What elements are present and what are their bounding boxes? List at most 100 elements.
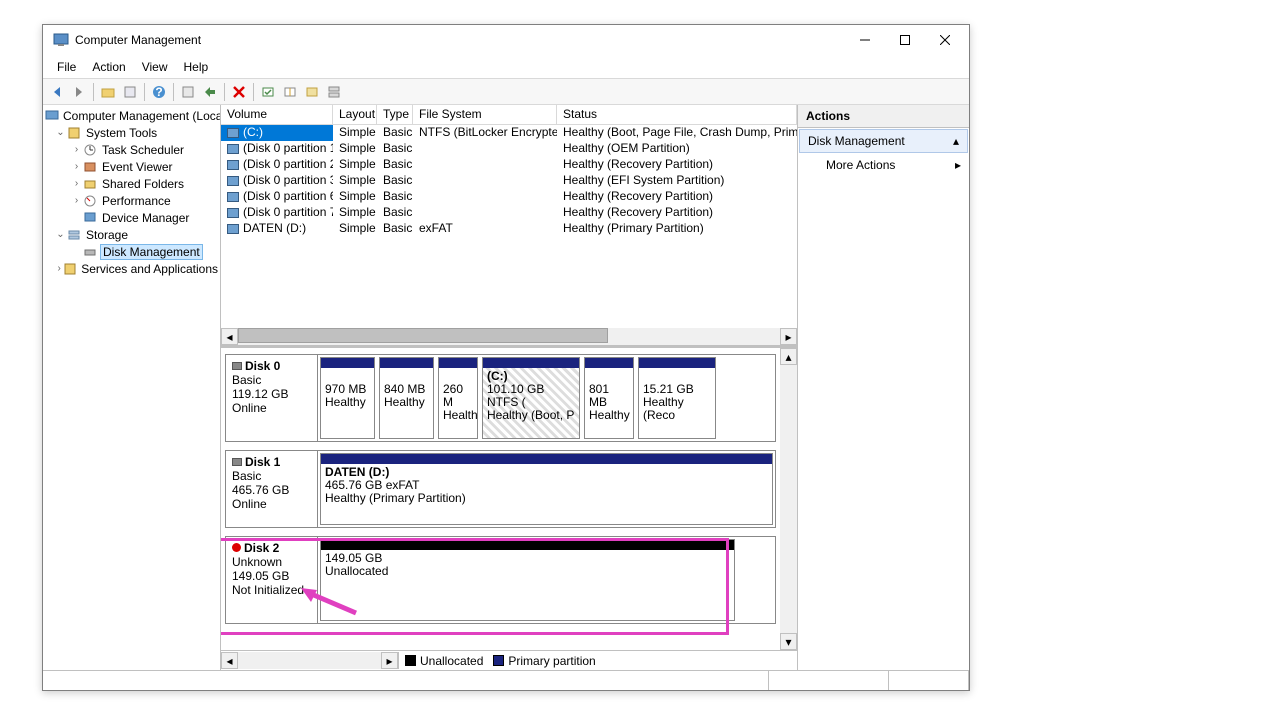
disk0-info: Disk 0 Basic 119.12 GB Online bbox=[226, 355, 318, 441]
back-icon[interactable] bbox=[47, 82, 67, 102]
expand-icon[interactable]: › bbox=[55, 263, 63, 274]
collapse-icon[interactable]: ⌄ bbox=[55, 127, 66, 138]
menu-view[interactable]: View bbox=[134, 58, 176, 76]
tree-task[interactable]: › Task Scheduler bbox=[43, 141, 220, 158]
maximize-button[interactable] bbox=[885, 26, 925, 54]
task-icon bbox=[82, 142, 98, 158]
expand-icon[interactable]: › bbox=[71, 195, 82, 206]
disk0-row[interactable]: Disk 0 Basic 119.12 GB Online 970 MBHeal… bbox=[225, 354, 776, 442]
disk2-info: Disk 2 Unknown 149.05 GB Not Initialized bbox=[226, 537, 318, 623]
disk0-partition[interactable]: 15.21 GBHealthy (Reco bbox=[638, 357, 716, 439]
disk0-partition[interactable]: 840 MBHealthy bbox=[379, 357, 434, 439]
tree-event[interactable]: › Event Viewer bbox=[43, 158, 220, 175]
delete-icon[interactable] bbox=[229, 82, 249, 102]
content: Computer Management (Local ⌄ System Tool… bbox=[43, 105, 969, 670]
help-icon[interactable]: ? bbox=[149, 82, 169, 102]
menu-action[interactable]: Action bbox=[84, 58, 133, 76]
actions-diskmgmt[interactable]: Disk Management ▴ bbox=[799, 129, 968, 153]
legend-unalloc-icon bbox=[405, 655, 416, 666]
scroll-left-icon[interactable]: ◂ bbox=[221, 328, 238, 345]
col-status[interactable]: Status bbox=[557, 105, 797, 125]
volume-icon bbox=[227, 128, 239, 138]
disk0-partition[interactable]: 260 MHealth bbox=[438, 357, 478, 439]
volume-row[interactable]: (Disk 0 partition 1)SimpleBasicHealthy (… bbox=[221, 141, 797, 157]
volume-icon bbox=[227, 160, 239, 170]
scroll-left-icon[interactable]: ◂ bbox=[221, 652, 238, 669]
tree-storage[interactable]: ⌄ Storage bbox=[43, 226, 220, 243]
disk2-partition[interactable]: 149.05 GB Unallocated bbox=[320, 539, 735, 621]
tree-services[interactable]: › Services and Applications bbox=[43, 260, 220, 277]
tree-devmgr[interactable]: Device Manager bbox=[43, 209, 220, 226]
refresh-icon[interactable] bbox=[178, 82, 198, 102]
volume-table: Volume Layout Type File System Status (C… bbox=[221, 105, 797, 348]
collapse-icon[interactable]: ⌄ bbox=[55, 229, 66, 240]
actions-panel: Actions Disk Management ▴ More Actions ▸ bbox=[797, 105, 969, 670]
expand-icon[interactable]: › bbox=[71, 144, 82, 155]
menubar: File Action View Help bbox=[43, 55, 969, 79]
tb6-icon[interactable] bbox=[280, 82, 300, 102]
statusbar bbox=[43, 670, 969, 690]
disk1-row[interactable]: Disk 1 Basic 465.76 GB Online DATEN (D:)… bbox=[225, 450, 776, 528]
scroll-up-icon[interactable]: ▴ bbox=[780, 348, 797, 365]
tree-diskmgmt[interactable]: Disk Management bbox=[43, 243, 220, 260]
minimize-button[interactable] bbox=[845, 26, 885, 54]
expand-icon[interactable]: › bbox=[71, 161, 82, 172]
expand-icon: ▸ bbox=[955, 158, 961, 172]
tb7-icon[interactable] bbox=[302, 82, 322, 102]
disk0-partition[interactable]: 801 MBHealthy bbox=[584, 357, 634, 439]
forward-icon[interactable] bbox=[69, 82, 89, 102]
v-scrollbar[interactable]: ▴ ▾ bbox=[780, 348, 797, 650]
tb8-icon[interactable] bbox=[324, 82, 344, 102]
tree-h-scrollbar[interactable]: ◂ ▸ bbox=[221, 652, 399, 669]
disk2-row[interactable]: Disk 2 Unknown 149.05 GB Not Initialized… bbox=[225, 536, 776, 624]
tree-root[interactable]: Computer Management (Local bbox=[43, 107, 220, 124]
volume-header: Volume Layout Type File System Status bbox=[221, 105, 797, 125]
disk0-partition[interactable]: (C:)101.10 GB NTFS (Healthy (Boot, P bbox=[482, 357, 580, 439]
h-scrollbar[interactable]: ◂ ▸ bbox=[221, 328, 797, 345]
shared-icon bbox=[82, 176, 98, 192]
menu-file[interactable]: File bbox=[49, 58, 84, 76]
volume-icon bbox=[227, 192, 239, 202]
tree-shared[interactable]: › Shared Folders bbox=[43, 175, 220, 192]
col-layout[interactable]: Layout bbox=[333, 105, 377, 125]
disk1-partition[interactable]: DATEN (D:) 465.76 GB exFAT Healthy (Prim… bbox=[320, 453, 773, 525]
volume-row[interactable]: (Disk 0 partition 6)SimpleBasicHealthy (… bbox=[221, 189, 797, 205]
scroll-down-icon[interactable]: ▾ bbox=[780, 633, 797, 650]
tree-panel: Computer Management (Local ⌄ System Tool… bbox=[43, 105, 221, 670]
disk-icon bbox=[232, 362, 242, 370]
tree-systools[interactable]: ⌄ System Tools bbox=[43, 124, 220, 141]
volume-row[interactable]: DATEN (D:)SimpleBasicexFATHealthy (Prima… bbox=[221, 221, 797, 237]
tb5-icon[interactable] bbox=[258, 82, 278, 102]
titlebar: Computer Management bbox=[43, 25, 969, 55]
volume-icon bbox=[227, 224, 239, 234]
disk-error-icon bbox=[232, 543, 241, 552]
volume-row[interactable]: (C:)SimpleBasicNTFS (BitLocker Encrypted… bbox=[221, 125, 797, 141]
volume-row[interactable]: (Disk 0 partition 7)SimpleBasicHealthy (… bbox=[221, 205, 797, 221]
volume-icon bbox=[227, 208, 239, 218]
tree-perf[interactable]: › Performance bbox=[43, 192, 220, 209]
volume-row[interactable]: (Disk 0 partition 2)SimpleBasicHealthy (… bbox=[221, 157, 797, 173]
actions-title: Actions bbox=[798, 105, 969, 128]
window-title: Computer Management bbox=[75, 33, 845, 47]
close-button[interactable] bbox=[925, 26, 965, 54]
legend-primary-icon bbox=[493, 655, 504, 666]
folder-icon[interactable] bbox=[98, 82, 118, 102]
col-type[interactable]: Type bbox=[377, 105, 413, 125]
action-icon[interactable] bbox=[200, 82, 220, 102]
computer-icon bbox=[45, 108, 59, 124]
svg-text:?: ? bbox=[155, 85, 162, 99]
scroll-right-icon[interactable]: ▸ bbox=[381, 652, 398, 669]
center-panel: Volume Layout Type File System Status (C… bbox=[221, 105, 797, 670]
actions-more[interactable]: More Actions ▸ bbox=[798, 154, 969, 176]
expand-icon[interactable]: › bbox=[71, 178, 82, 189]
services-icon bbox=[63, 261, 77, 277]
menu-help[interactable]: Help bbox=[176, 58, 217, 76]
props-icon[interactable] bbox=[120, 82, 140, 102]
col-fs[interactable]: File System bbox=[413, 105, 557, 125]
col-volume[interactable]: Volume bbox=[221, 105, 333, 125]
disk0-partition[interactable]: 970 MBHealthy bbox=[320, 357, 375, 439]
volume-row[interactable]: (Disk 0 partition 3)SimpleBasicHealthy (… bbox=[221, 173, 797, 189]
window: Computer Management File Action View Hel… bbox=[42, 24, 970, 691]
volume-icon bbox=[227, 176, 239, 186]
scroll-right-icon[interactable]: ▸ bbox=[780, 328, 797, 345]
